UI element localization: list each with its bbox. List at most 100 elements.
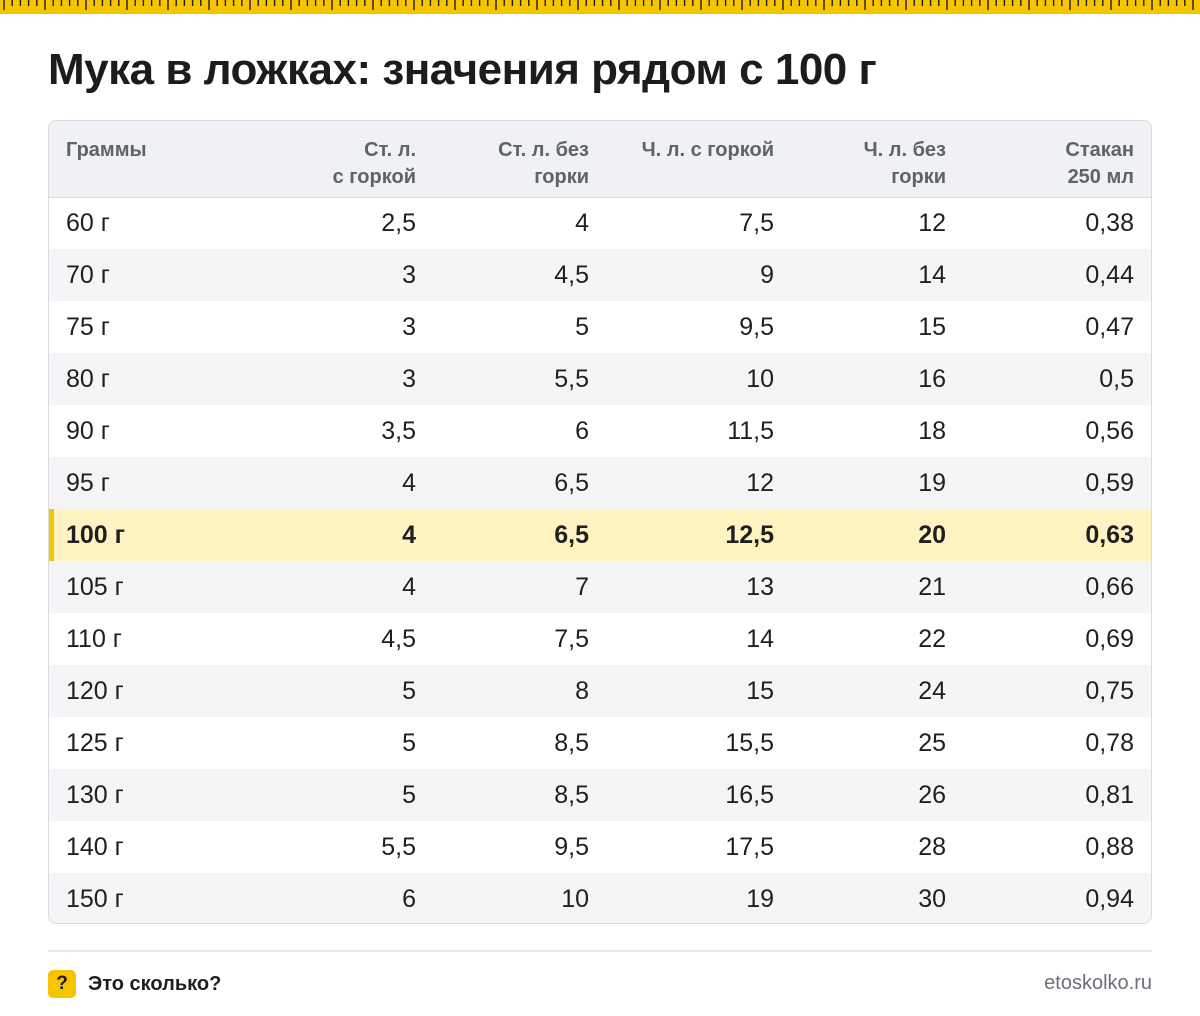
cell-tsp-heaped: 11,5 xyxy=(589,405,774,457)
cell-tsp-level: 19 xyxy=(774,457,946,509)
header-tbsp-level: Ст. л. без горки xyxy=(416,121,589,197)
cell-value: 0,94 xyxy=(1085,884,1134,913)
cell-value: 7,5 xyxy=(739,208,774,237)
cell-value: 6,5 xyxy=(554,468,589,497)
cell-grams: 70 г xyxy=(49,249,251,301)
cell-cup: 0,69 xyxy=(946,613,1151,665)
cell-tsp-heaped: 13 xyxy=(589,561,774,613)
page-title: Мука в ложках: значения рядом с 100 г xyxy=(48,45,877,94)
flour-table-card: Граммы Ст. л. с горкой Ст. л. без горки … xyxy=(48,120,1152,924)
cell-value: 12 xyxy=(746,468,774,497)
cell-tbsp-level: 4,5 xyxy=(416,249,589,301)
cell-value: 16,5 xyxy=(725,780,774,809)
cell-value: 22 xyxy=(918,624,946,653)
cell-value: 12,5 xyxy=(725,520,774,549)
header-cup-250ml: Стакан 250 мл xyxy=(946,121,1151,197)
table-header-row: Граммы Ст. л. с горкой Ст. л. без горки … xyxy=(49,121,1151,197)
table-row: 110 г 4,5 7,5 14 22 0,69 xyxy=(49,613,1151,665)
cell-cup: 0,47 xyxy=(946,301,1151,353)
cell-tbsp-level: 8,5 xyxy=(416,769,589,821)
cell-value: 10 xyxy=(746,364,774,393)
cell-value: 70 г xyxy=(66,260,110,289)
cell-value: 5 xyxy=(402,676,416,705)
cell-tsp-level: 30 xyxy=(774,873,946,923)
cell-tbsp-heaped: 4 xyxy=(251,561,416,613)
cell-value: 0,44 xyxy=(1085,260,1134,289)
cell-tbsp-heaped: 5 xyxy=(251,769,416,821)
cell-value: 0,69 xyxy=(1085,624,1134,653)
cell-tsp-heaped: 9 xyxy=(589,249,774,301)
table-row: 125 г 5 8,5 15,5 25 0,78 xyxy=(49,717,1151,769)
cell-tbsp-level: 5 xyxy=(416,301,589,353)
cell-tsp-heaped: 14 xyxy=(589,613,774,665)
table-row: 70 г 3 4,5 9 14 0,44 xyxy=(49,249,1151,301)
header-line: горки xyxy=(534,166,589,188)
cell-tbsp-level: 4 xyxy=(416,197,589,249)
cell-value: 8 xyxy=(575,676,589,705)
cell-tsp-heaped: 9,5 xyxy=(589,301,774,353)
cell-value: 9,5 xyxy=(739,312,774,341)
cell-value: 0,75 xyxy=(1085,676,1134,705)
cell-tsp-level: 16 xyxy=(774,353,946,405)
cell-value: 21 xyxy=(918,572,946,601)
cell-grams: 140 г xyxy=(49,821,251,873)
cell-tbsp-level: 9,5 xyxy=(416,821,589,873)
table-row: 80 г 3 5,5 10 16 0,5 xyxy=(49,353,1151,405)
cell-value: 6 xyxy=(402,884,416,913)
cell-tsp-level: 25 xyxy=(774,717,946,769)
header-line: 250 мл xyxy=(1067,166,1134,188)
cell-value: 75 г xyxy=(66,312,110,341)
cell-grams: 75 г xyxy=(49,301,251,353)
cell-tsp-heaped: 17,5 xyxy=(589,821,774,873)
cell-value: 0,59 xyxy=(1085,468,1134,497)
cell-grams: 100 г xyxy=(49,509,251,561)
cell-value: 90 г xyxy=(66,416,110,445)
cell-tsp-level: 18 xyxy=(774,405,946,457)
cell-tsp-heaped: 15 xyxy=(589,665,774,717)
cell-value: 4 xyxy=(575,208,589,237)
table-row: 95 г 4 6,5 12 19 0,59 xyxy=(49,457,1151,509)
highlight-marker xyxy=(49,509,54,561)
cell-value: 0,47 xyxy=(1085,312,1134,341)
cell-tbsp-heaped: 3 xyxy=(251,353,416,405)
cell-tbsp-heaped: 5,5 xyxy=(251,821,416,873)
cell-value: 14 xyxy=(918,260,946,289)
table-row: 105 г 4 7 13 21 0,66 xyxy=(49,561,1151,613)
cell-value: 0,5 xyxy=(1099,364,1134,393)
cell-cup: 0,78 xyxy=(946,717,1151,769)
cell-cup: 0,66 xyxy=(946,561,1151,613)
cell-tbsp-level: 7,5 xyxy=(416,613,589,665)
cell-tsp-level: 24 xyxy=(774,665,946,717)
cell-value: 130 г xyxy=(66,780,124,809)
cell-value: 9,5 xyxy=(554,832,589,861)
table-row: 140 г 5,5 9,5 17,5 28 0,88 xyxy=(49,821,1151,873)
cell-value: 110 г xyxy=(66,624,122,653)
cell-cup: 0,94 xyxy=(946,873,1151,923)
cell-tbsp-heaped: 4 xyxy=(251,457,416,509)
cell-value: 0,66 xyxy=(1085,572,1134,601)
cell-value: 8,5 xyxy=(554,780,589,809)
brand-name: Это сколько? xyxy=(88,972,222,995)
table-row: 75 г 3 5 9,5 15 0,47 xyxy=(49,301,1151,353)
cell-value: 7,5 xyxy=(554,624,589,653)
cell-tsp-heaped: 12 xyxy=(589,457,774,509)
cell-value: 15 xyxy=(746,676,774,705)
cell-value: 150 г xyxy=(66,884,124,913)
cell-tbsp-heaped: 4 xyxy=(251,509,416,561)
cell-cup: 0,59 xyxy=(946,457,1151,509)
cell-tbsp-level: 7 xyxy=(416,561,589,613)
cell-value: 7 xyxy=(575,572,589,601)
cell-value: 12 xyxy=(918,208,946,237)
cell-tbsp-heaped: 3 xyxy=(251,249,416,301)
table-row: 60 г 2,5 4 7,5 12 0,38 xyxy=(49,197,1151,249)
header-line: Ст. л. xyxy=(364,139,416,161)
cell-grams: 105 г xyxy=(49,561,251,613)
table-row: 130 г 5 8,5 16,5 26 0,81 xyxy=(49,769,1151,821)
cell-cup: 0,63 xyxy=(946,509,1151,561)
cell-value: 8,5 xyxy=(554,728,589,757)
cell-value: 15 xyxy=(918,312,946,341)
header-line: горки xyxy=(891,166,946,188)
ruler-ticks xyxy=(3,0,1194,10)
cell-tbsp-level: 8 xyxy=(416,665,589,717)
cell-value: 14 xyxy=(746,624,774,653)
